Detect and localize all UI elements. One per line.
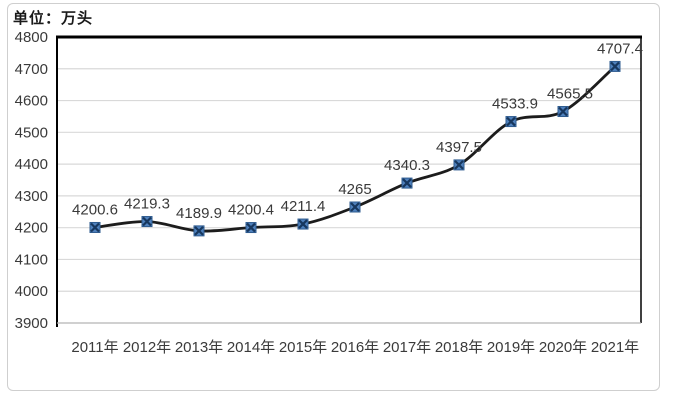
x-axis-tick-label: 2016年 xyxy=(331,339,379,356)
y-axis-tick-label: 4000 xyxy=(15,283,48,300)
x-axis-tick-label: 2013年 xyxy=(175,339,223,356)
marker-x-icon xyxy=(454,160,464,170)
data-point-label: 4533.9 xyxy=(492,96,538,113)
data-point-label: 4200.6 xyxy=(72,201,118,218)
y-axis-tick-label: 4200 xyxy=(15,220,48,237)
data-point-label: 4200.4 xyxy=(228,202,274,219)
marker-x-icon xyxy=(194,226,204,236)
y-axis-tick-label: 4700 xyxy=(15,61,48,78)
data-point-label: 4397.5 xyxy=(436,139,482,156)
marker-x-icon xyxy=(350,202,360,212)
y-axis-tick-label: 4300 xyxy=(15,188,48,205)
y-axis-tick-label: 3900 xyxy=(15,315,48,332)
data-point-label: 4219.3 xyxy=(124,196,170,213)
data-point-label: 4189.9 xyxy=(176,205,222,222)
data-point-label: 4211.4 xyxy=(281,198,326,215)
data-point-label: 4265 xyxy=(338,181,371,198)
x-axis-tick-label: 2012年 xyxy=(123,339,171,356)
y-axis-tick-label: 4600 xyxy=(15,93,48,110)
marker-x-icon xyxy=(558,106,568,117)
marker-x-icon xyxy=(90,222,100,233)
y-axis-tick-label: 4400 xyxy=(15,156,48,173)
x-axis-tick-label: 2014年 xyxy=(227,339,275,356)
y-axis-tick-label: 4100 xyxy=(15,251,48,268)
marker-x-icon xyxy=(610,61,620,72)
data-point-label: 4340.3 xyxy=(384,157,430,174)
x-axis-tick-label: 2021年 xyxy=(591,339,639,356)
x-axis-tick-label: 2019年 xyxy=(487,339,535,356)
marker-x-icon xyxy=(142,216,152,227)
x-axis-tick-label: 2011年 xyxy=(71,339,118,356)
data-point-label: 4565.5 xyxy=(547,86,593,103)
marker-x-icon xyxy=(506,116,516,127)
y-axis-tick-label: 4800 xyxy=(15,29,48,46)
marker-x-icon xyxy=(402,178,412,188)
marker-x-icon xyxy=(298,219,308,229)
x-axis-tick-label: 2018年 xyxy=(435,339,483,356)
marker-x-icon xyxy=(246,222,256,233)
y-axis-tick-label: 4500 xyxy=(15,124,48,141)
x-axis-tick-label: 2017年 xyxy=(383,339,431,356)
data-point-label: 4707.4 xyxy=(597,40,643,57)
unit-label: 单位：万头 xyxy=(13,10,94,27)
chart-frame xyxy=(7,3,660,391)
x-axis-tick-label: 2015年 xyxy=(279,339,327,356)
x-axis-tick-label: 2020年 xyxy=(539,339,587,356)
